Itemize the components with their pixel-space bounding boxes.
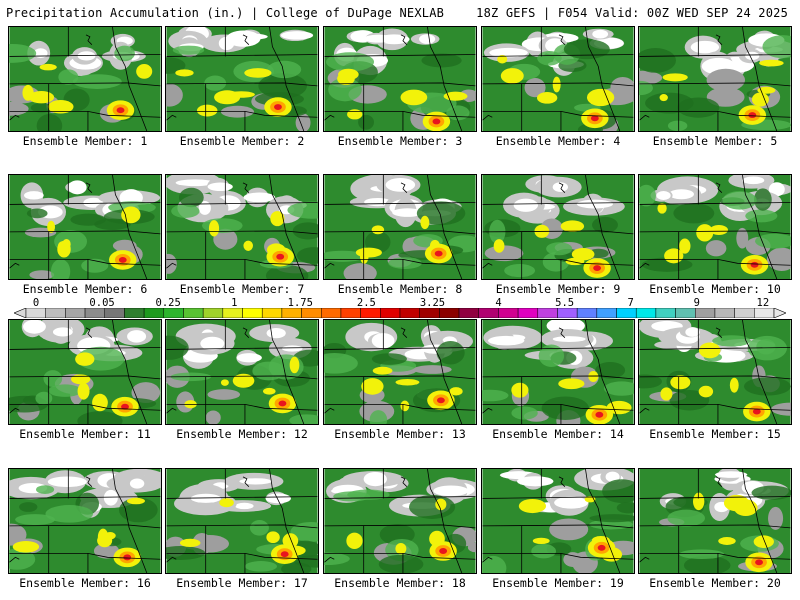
colorbar-tick-label: 5.5 [555,297,575,309]
ensemble-member-map-2 [165,26,319,132]
ensemble-member-map-5 [638,26,792,132]
colorbar-tick-label: 2.5 [356,297,376,309]
ensemble-member-map-8 [323,174,477,280]
map-title: Precipitation Accumulation (in.) | Colle… [6,6,445,20]
ensemble-member-label-11: Ensemble Member: 11 [19,427,151,441]
valid-time-label: 18Z GEFS | F054 Valid: 00Z WED SEP 24 20… [476,6,788,20]
ensemble-member-label-3: Ensemble Member: 3 [337,134,463,148]
ensemble-member-map-3 [323,26,477,132]
ensemble-member-map-11 [8,319,162,425]
ensemble-member-map-13 [323,319,477,425]
ensemble-member-map-20 [638,468,792,574]
colorbar-tick-label: 0 [32,297,40,309]
ensemble-member-map-16 [8,468,162,574]
ensemble-member-map-18 [323,468,477,574]
ensemble-member-map-9 [481,174,635,280]
colorbar-tick-label: 0.25 [155,297,181,309]
ensemble-member-map-6 [8,174,162,280]
ensemble-member-label-7: Ensemble Member: 7 [179,282,305,296]
ensemble-member-map-14 [481,319,635,425]
ensemble-member-map-19 [481,468,635,574]
ensemble-member-label-18: Ensemble Member: 18 [334,576,466,590]
ensemble-member-map-10 [638,174,792,280]
ensemble-member-map-12 [165,319,319,425]
ensemble-member-map-4 [481,26,635,132]
ensemble-member-label-10: Ensemble Member: 10 [649,282,781,296]
colorbar-tick-label: 1 [231,297,238,309]
colorbar-tick-label: 1.75 [287,297,313,309]
ensemble-member-label-20: Ensemble Member: 20 [649,576,781,590]
colorbar-tick-label: 7 [627,297,634,309]
colorbar-scale [14,308,786,318]
ensemble-member-label-5: Ensemble Member: 5 [652,134,778,148]
colorbar-tick-label: 12 [756,297,770,309]
colorbar-tick-label: 9 [693,297,700,309]
ensemble-member-map-7 [165,174,319,280]
ensemble-member-map-15 [638,319,792,425]
colorbar-tick-label: 3.25 [419,297,446,309]
ensemble-member-label-13: Ensemble Member: 13 [334,427,466,441]
ensemble-member-label-1: Ensemble Member: 1 [22,134,148,148]
ensemble-member-label-8: Ensemble Member: 8 [337,282,463,296]
ensemble-member-map-17 [165,468,319,574]
ensemble-member-label-14: Ensemble Member: 14 [492,427,624,441]
ensemble-member-label-2: Ensemble Member: 2 [179,134,305,148]
ensemble-member-label-15: Ensemble Member: 15 [649,427,781,441]
colorbar-tick-label: 4 [495,297,502,309]
ensemble-member-label-19: Ensemble Member: 19 [492,576,624,590]
ensemble-member-label-4: Ensemble Member: 4 [495,134,621,148]
ensemble-member-label-9: Ensemble Member: 9 [495,282,621,296]
ensemble-member-map-1 [8,26,162,132]
precip-colorbar: 0 0.05 0.25 1 1.75 2.5 3.25 4 5.5 7 9 12 [14,297,786,319]
ensemble-member-label-6: Ensemble Member: 6 [22,282,148,296]
ensemble-member-label-17: Ensemble Member: 17 [176,576,308,590]
ensemble-member-label-12: Ensemble Member: 12 [176,427,308,441]
ensemble-member-label-16: Ensemble Member: 16 [19,576,151,590]
colorbar-tick-label: 0.05 [89,297,115,309]
